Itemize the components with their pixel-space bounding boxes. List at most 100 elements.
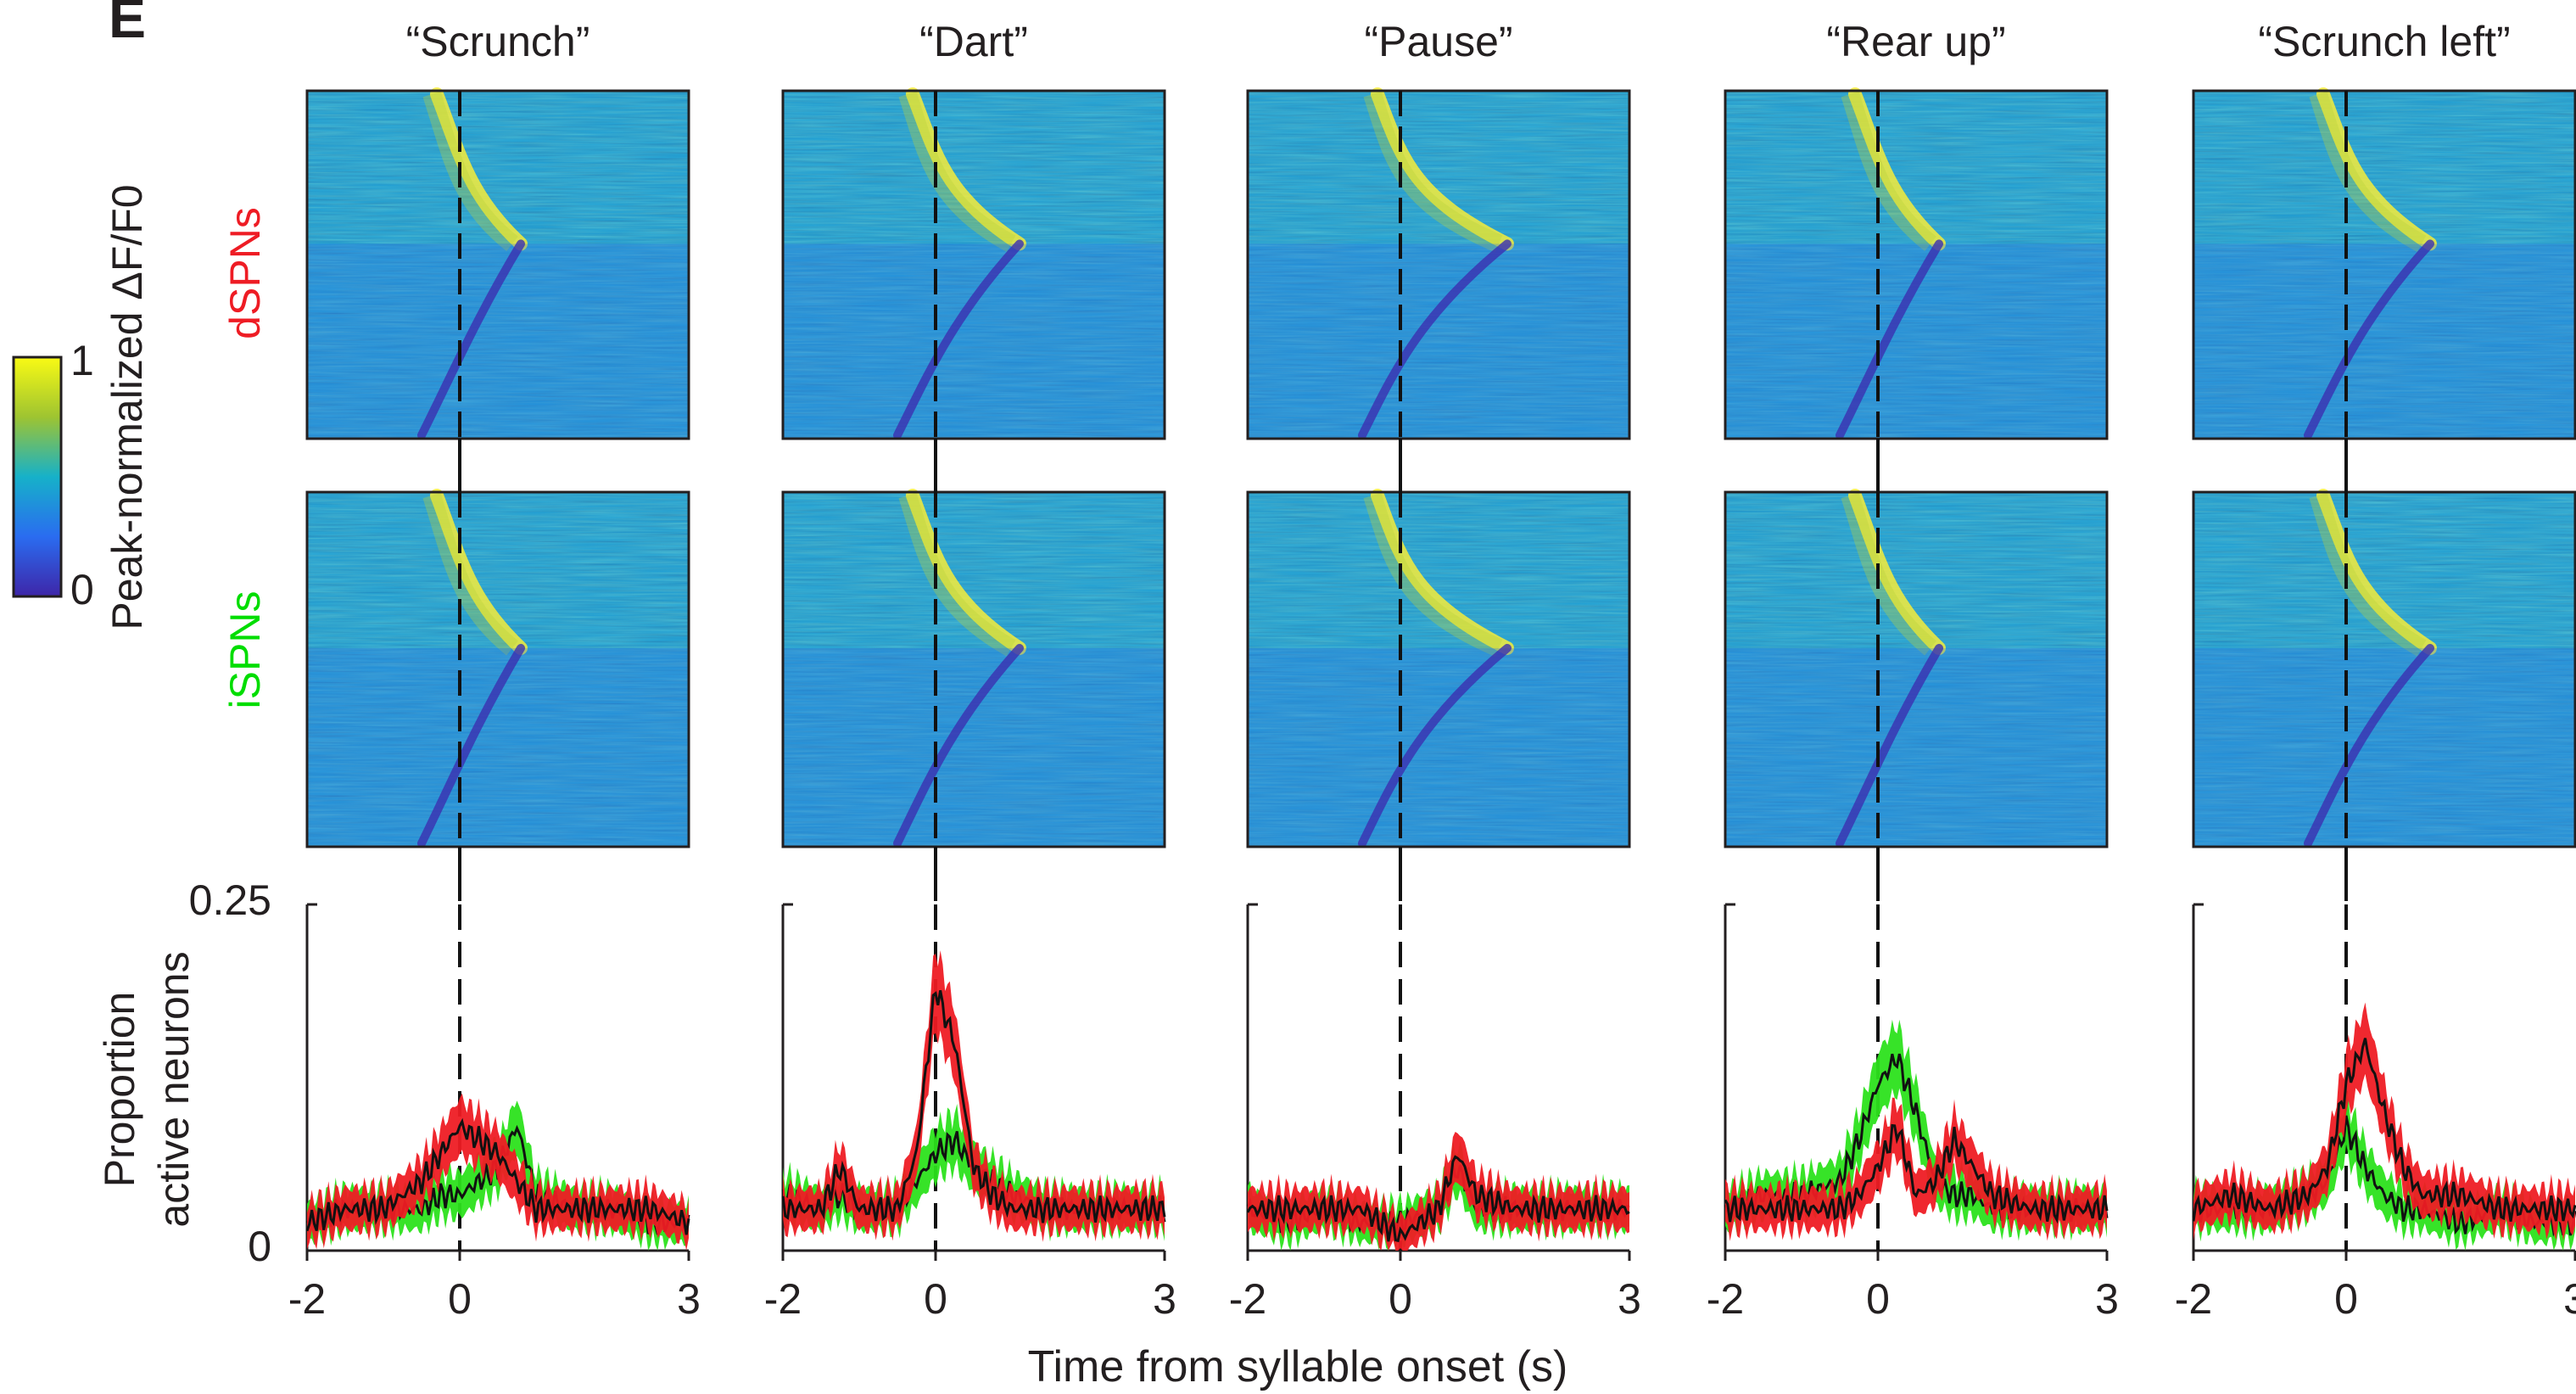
x-tick-label: -2	[1707, 1275, 1744, 1323]
peak-sequence-band	[906, 87, 1026, 251]
heatmap-noise	[1248, 91, 1629, 439]
x-tick-label: 3	[1153, 1275, 1176, 1323]
ylabel-line2: active neurons	[150, 951, 198, 1227]
heatmap-ispn	[305, 489, 690, 848]
panel-title: “Pause”	[1364, 18, 1512, 65]
peak-sequence-halo	[2309, 492, 2427, 657]
panel-title: “Rear up”	[1826, 18, 2005, 65]
colorbar-max-label: 1	[70, 337, 94, 384]
panel-title: “Scrunch left”	[2258, 18, 2510, 65]
row-label-ispns: iSPNs	[221, 591, 269, 709]
heatmap-ispn	[1246, 489, 1631, 848]
series-line-dspn	[305, 1117, 690, 1235]
panel-column: “Scrunch” -2 0 3	[288, 18, 701, 1323]
heatmap-lower-tint	[2193, 647, 2575, 847]
panel-columns: “Scrunch”-2 0 3“Dart”-2 0 3“Pause”-2 0 3“Rear …	[288, 18, 2576, 1323]
heatmap-frame	[1246, 490, 1631, 848]
heatmap-lower-tint	[2193, 244, 2575, 439]
ylabel-line1: Proportion	[96, 992, 143, 1188]
heatmap-lower-tint	[1725, 244, 2107, 439]
series-line-dspn	[1246, 1155, 1630, 1243]
trough-sequence-band	[893, 239, 1024, 439]
heatmap-lower-tint	[783, 647, 1165, 847]
series-band-dspn	[1725, 1097, 2107, 1241]
panel-title: “Dart”	[919, 18, 1028, 65]
heatmap-frame	[1724, 89, 2109, 440]
heatmap-ispn	[1724, 489, 2109, 848]
x-tick-label: 0	[2334, 1275, 2358, 1323]
series-band-dspn	[307, 1093, 689, 1251]
x-tick-label: 3	[2095, 1275, 2119, 1323]
line-plot: -2 0 3	[764, 903, 1176, 1323]
peak-sequence-halo	[898, 492, 1016, 657]
heatmap-noise	[307, 91, 689, 439]
heatmap-noise	[1725, 492, 2107, 847]
x-tick-label: -2	[2175, 1275, 2212, 1323]
colorbar-min-label: 0	[70, 566, 94, 613]
x-tick-label: 3	[677, 1275, 701, 1323]
series-band-dspn	[2193, 1002, 2575, 1241]
peak-sequence-halo	[898, 91, 1016, 253]
trough-sequence-band	[1836, 239, 1943, 439]
peak-sequence-band	[1371, 489, 1514, 655]
peak-sequence-band	[1371, 87, 1514, 251]
peak-sequence-band	[1848, 489, 1946, 655]
ytick-top: 0.25	[189, 876, 271, 924]
heatmap-noise	[307, 492, 689, 847]
peak-sequence-halo	[1363, 492, 1503, 658]
colorbar: 1 0 Peak-normalized ΔF/F0	[12, 184, 151, 630]
line-plot: -2 0 3	[1229, 903, 1641, 1323]
heatmap-noise	[783, 492, 1165, 847]
peak-sequence-band	[2316, 489, 2437, 655]
line-plot: -2 0 3	[288, 903, 701, 1323]
x-tick-label: 0	[924, 1275, 947, 1323]
peak-sequence-band	[2316, 87, 2437, 251]
panel-title: “Scrunch”	[406, 18, 590, 65]
trough-sequence-band	[1358, 239, 1512, 439]
heatmap-ispn	[781, 489, 1166, 848]
panel-column: “Pause” -2 0 3	[1229, 18, 1641, 1323]
x-tick-label: 3	[2563, 1275, 2576, 1323]
xlabel: Time from syllable onset (s)	[1028, 1342, 1568, 1391]
heatmap-noise	[2193, 492, 2575, 847]
heatmap-dspn	[1246, 87, 1631, 440]
trough-sequence-band	[2304, 239, 2434, 439]
trough-sequence-band	[893, 643, 1024, 848]
series-line-dspn	[2192, 1038, 2576, 1222]
heatmap-frame	[305, 89, 690, 440]
trough-sequence-band	[417, 239, 525, 439]
heatmap-noise	[1248, 492, 1629, 847]
heatmap-lower-tint	[1248, 647, 1629, 847]
panel-letter: E	[109, 0, 146, 49]
heatmap-lower-tint	[307, 244, 689, 439]
heatmap-noise	[783, 91, 1165, 439]
heatmap-noise	[2193, 91, 2575, 439]
heatmap-dspn	[305, 87, 690, 440]
heatmap-lower-tint	[783, 244, 1165, 439]
peak-sequence-band	[430, 489, 528, 655]
heatmap-frame	[781, 89, 1166, 440]
x-tick-label: -2	[1229, 1275, 1266, 1323]
peak-sequence-band	[906, 489, 1026, 655]
peak-sequence-band	[1848, 87, 1946, 251]
x-tick-label: -2	[288, 1275, 326, 1323]
line-plot: -2 0 3	[1707, 903, 2119, 1323]
heatmap-dspn	[2192, 87, 2576, 440]
panel-column: “Rear up” -2 0 3	[1707, 18, 2119, 1323]
heatmap-dspn	[781, 87, 1166, 440]
peak-sequence-halo	[1363, 91, 1503, 253]
peak-sequence-band	[430, 87, 528, 251]
heatmap-lower-tint	[1248, 244, 1629, 439]
heatmap-noise	[1725, 91, 2107, 439]
heatmap-frame	[2192, 490, 2576, 848]
heatmap-lower-tint	[307, 647, 689, 847]
trough-sequence-band	[1836, 643, 1943, 848]
x-tick-label: -2	[764, 1275, 802, 1323]
colorbar-label: Peak-normalized ΔF/F0	[103, 184, 151, 630]
panel-column: “Dart” -2 0 3	[764, 18, 1176, 1323]
trough-sequence-band	[2304, 643, 2434, 848]
x-tick-label: 0	[1866, 1275, 1890, 1323]
series-line-dspn	[1724, 1123, 2109, 1225]
row-label-dspns: dSPNs	[221, 207, 269, 339]
